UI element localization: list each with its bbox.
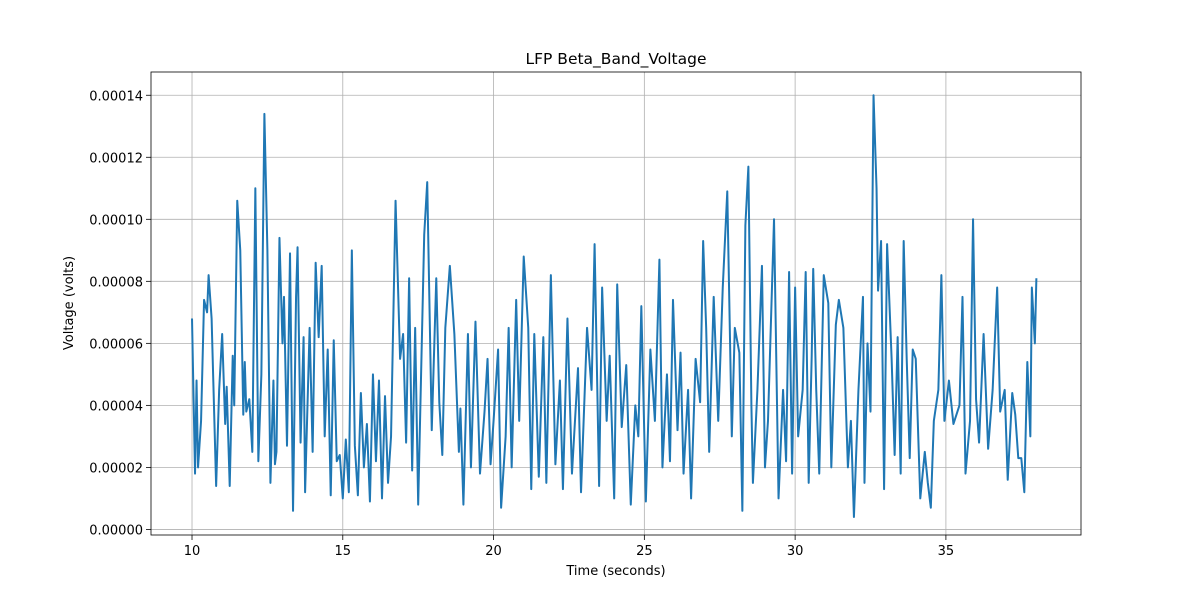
x-tick-label: 20 xyxy=(485,544,502,559)
y-tick-label: 0.00012 xyxy=(89,151,143,166)
x-tick-label: 10 xyxy=(184,544,201,559)
x-tick-label: 15 xyxy=(335,544,352,559)
y-axis-label: Voltage (volts) xyxy=(62,256,77,350)
y-tick-label: 0.00000 xyxy=(89,523,143,538)
y-tick-label: 0.00002 xyxy=(89,461,143,476)
y-tick-label: 0.00014 xyxy=(89,89,143,104)
x-tick-label: 30 xyxy=(787,544,804,559)
x-tick-label: 35 xyxy=(938,544,955,559)
y-tick-label: 0.00006 xyxy=(89,337,143,352)
y-tick-label: 0.00004 xyxy=(89,399,143,414)
plot-frame xyxy=(150,71,1082,536)
y-tick-label: 0.00010 xyxy=(89,213,143,228)
x-axis-label: Time (seconds) xyxy=(565,564,665,579)
y-tick-label: 0.00008 xyxy=(89,275,143,290)
data-line xyxy=(191,94,1038,519)
chart-title: LFP Beta_Band_Voltage xyxy=(525,50,706,69)
x-tick-label: 25 xyxy=(636,544,653,559)
